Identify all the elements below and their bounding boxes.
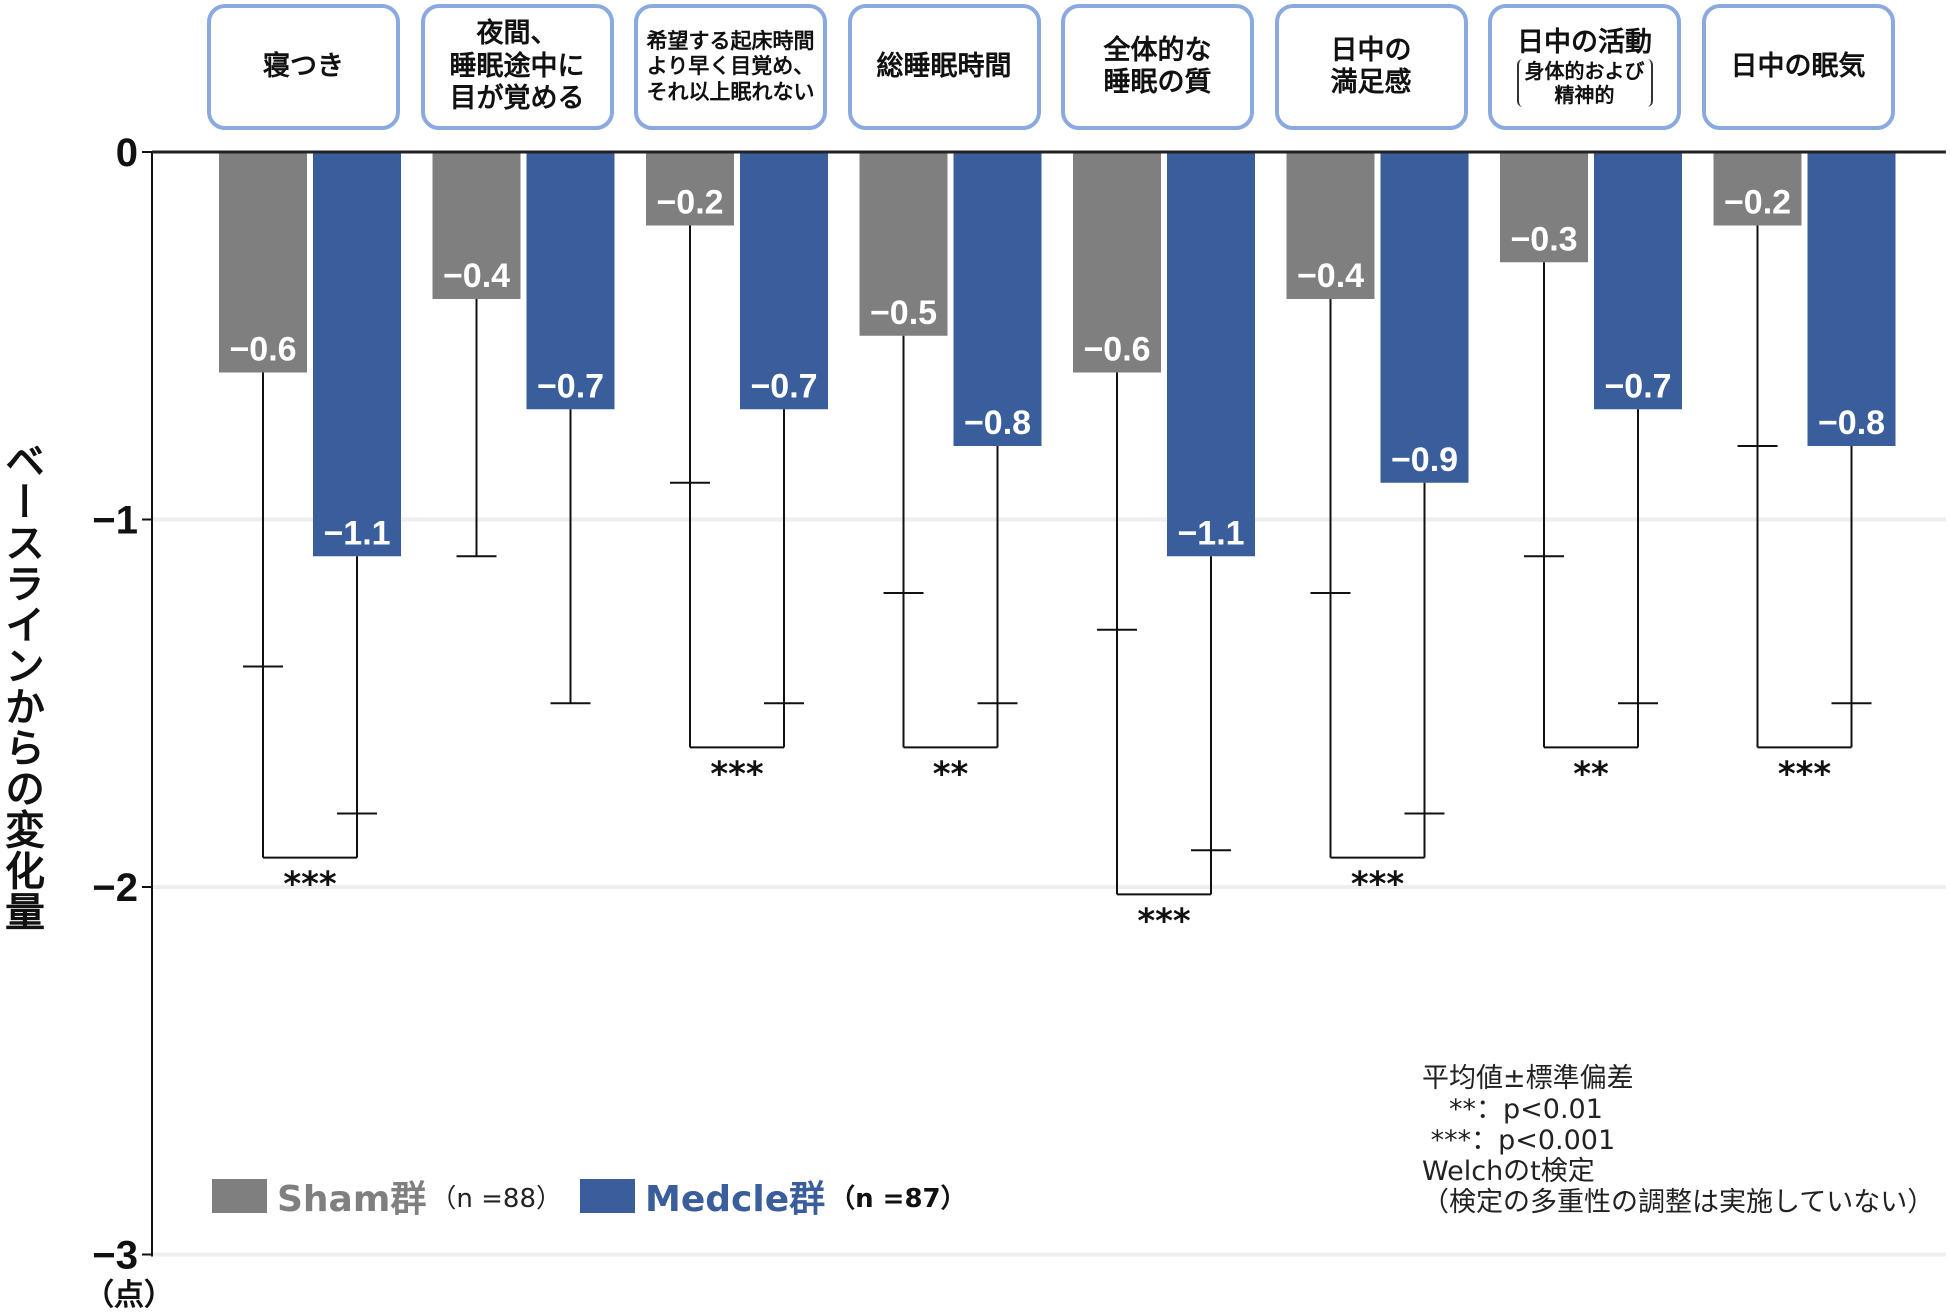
bar-sham: [432, 152, 521, 299]
category-sublabel-line: 身体的および: [1524, 59, 1645, 84]
category-label-line: 日中の活動: [1517, 26, 1652, 58]
legend-label-medcle: Medcle群: [645, 1179, 826, 1220]
bar-medcle: [313, 152, 401, 557]
category-label-line: 希望する起床時間: [646, 29, 815, 54]
bar-sham: [1500, 152, 1588, 263]
bar-medcle: [1380, 152, 1469, 483]
note-line: 平均値±標準偏差: [1422, 1063, 1634, 1094]
data-label: −0.8: [964, 404, 1031, 442]
bar-sham: [219, 152, 307, 373]
category-label-line: 日中の眠気: [1730, 50, 1866, 82]
category-label: 全体的な 睡眠の質: [1061, 4, 1254, 130]
category-sublabel: 身体的および 精神的: [1516, 59, 1653, 108]
bar-sham: [1713, 152, 1802, 226]
data-label: −0.7: [537, 367, 604, 405]
category-label-line: 目が覚める: [449, 83, 585, 115]
data-label: −0.7: [1604, 367, 1671, 405]
category-label: 日中の眠気: [1701, 4, 1895, 130]
bar-medcle: [953, 152, 1042, 446]
data-label: −0.6: [1083, 331, 1150, 369]
note-line: （検定の多重性の調整は実施していない）: [1422, 1187, 1935, 1218]
y-axis-label: ベースラインからの変化量: [0, 440, 44, 932]
category-label: 寝つき: [207, 4, 400, 130]
category-label: 希望する起床時間 より早く目覚め、 それ以上眠れない: [634, 4, 827, 130]
data-label: −0.5: [870, 294, 937, 332]
legend-swatch-medcle: [580, 1179, 635, 1213]
data-label: −0.4: [443, 257, 510, 295]
y-tick-label: −2: [92, 866, 138, 910]
category-label-line: 全体的な: [1103, 34, 1212, 66]
data-label: −1.1: [323, 514, 390, 552]
category-label: 夜間、 睡眠途中に 目が覚める: [420, 4, 614, 130]
category-label-line: 夜間、: [476, 18, 558, 50]
legend-item-sham: Sham群 （n =88）: [212, 1170, 562, 1222]
bar-medcle: [526, 152, 615, 410]
data-label: −0.2: [1724, 184, 1791, 222]
legend-swatch-sham: [212, 1179, 267, 1213]
significance-label: ***: [1351, 865, 1405, 905]
bar-medcle: [1167, 152, 1255, 557]
category-label-line: 満足感: [1330, 67, 1412, 98]
data-label: −0.6: [229, 331, 296, 369]
data-label: −0.4: [1297, 257, 1364, 295]
category-label-line: より早く目覚め、: [646, 54, 815, 79]
significance-label: **: [933, 754, 969, 794]
y-tick-label: −3: [92, 1234, 138, 1278]
significance-label: ***: [710, 754, 764, 794]
y-tick-label: −1: [92, 499, 138, 543]
legend-label-sham: Sham群: [277, 1179, 427, 1220]
note-line: ***：p<0.001: [1422, 1125, 1616, 1156]
category-label-line: 総睡眠時間: [876, 50, 1012, 82]
category-sublabel-line: 精神的: [1554, 83, 1615, 108]
category-label-line: 睡眠の質: [1103, 67, 1212, 98]
y-tick-label: 0: [116, 131, 138, 175]
note-line: Welchのt検定: [1422, 1156, 1595, 1187]
bar-medcle: [740, 152, 828, 410]
bar-medcle: [1594, 152, 1682, 410]
legend-n-sham: （n =88）: [430, 1183, 562, 1214]
data-label: −0.7: [750, 367, 817, 405]
category-label: 日中の活動 身体的および 精神的: [1488, 4, 1681, 130]
category-label-line: 睡眠途中に: [449, 50, 585, 82]
bar-sham: [859, 152, 948, 336]
category-label: 日中の 満足感: [1274, 4, 1468, 130]
bar-medcle: [1807, 152, 1896, 446]
data-label: −0.9: [1391, 441, 1458, 479]
bar-sham: [1073, 152, 1161, 373]
notes: 平均値±標準偏差 **：p<0.01 ***：p<0.001 Welchのt検定（…: [1422, 1063, 1934, 1218]
category-label-line: 寝つき: [263, 50, 344, 82]
data-label: −0.8: [1818, 404, 1885, 442]
category-label-line: それ以上眠れない: [646, 79, 815, 104]
note-line: **：p<0.01: [1422, 1094, 1603, 1125]
significance-label: **: [1573, 754, 1609, 794]
legend-item-medcle: Medcle群 （n =87）: [580, 1170, 967, 1222]
significance-label: ***: [283, 865, 337, 905]
data-label: −0.2: [656, 184, 723, 222]
legend-n-medcle: （n =87）: [829, 1183, 967, 1214]
significance-label: ***: [1137, 901, 1191, 941]
category-label-line: 日中の: [1330, 34, 1412, 66]
data-label: −1.1: [1177, 514, 1244, 552]
data-label: −0.3: [1510, 220, 1577, 258]
category-label: 総睡眠時間: [847, 4, 1041, 130]
bar-sham: [646, 152, 734, 226]
bar-sham: [1286, 152, 1375, 299]
y-axis-unit: （点）: [84, 1278, 174, 1313]
significance-label: ***: [1778, 754, 1832, 794]
